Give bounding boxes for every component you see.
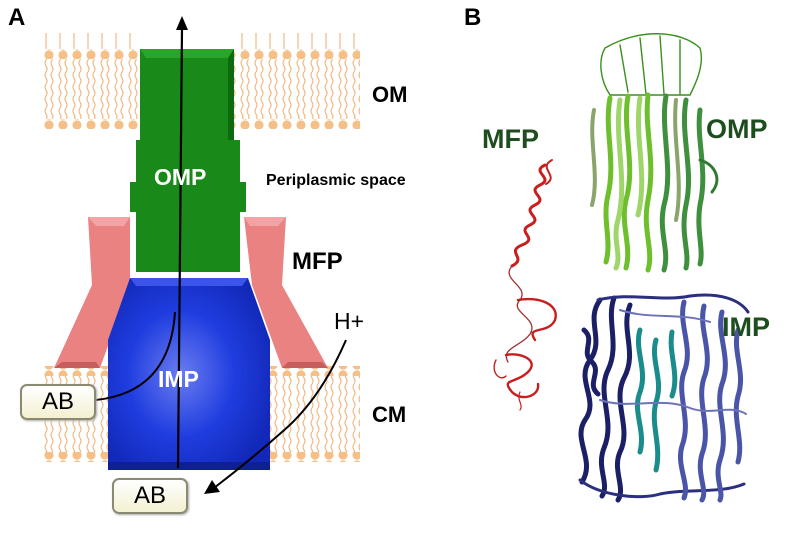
substrate-left-arrow <box>95 311 176 401</box>
mfp-left-shape <box>54 217 130 368</box>
omp-structure-label: OMP <box>706 114 768 144</box>
mfp-label: MFP <box>292 248 343 275</box>
efflux-arrow <box>176 16 188 469</box>
substrate-left-box: AB <box>20 384 96 420</box>
cm-label: CM <box>372 402 407 427</box>
panel-a-label: A <box>8 4 26 31</box>
imp-label: IMP <box>158 366 199 392</box>
imp-structure <box>578 293 750 503</box>
om-label: OM <box>372 82 408 107</box>
omp-structure <box>590 33 719 273</box>
proton-arrow <box>204 339 347 494</box>
periplasmic-space-label: Periplasmic space <box>266 172 406 189</box>
panel-b-label: B <box>464 4 482 31</box>
mfp-right-shape <box>244 217 328 368</box>
proton-label: H+ <box>334 308 365 334</box>
substrate-bottom-box: AB <box>112 478 188 514</box>
mfp-structure <box>493 159 557 411</box>
mfp-structure-label: MFP <box>482 124 539 154</box>
imp-shape <box>108 278 270 470</box>
imp-structure-label: IMP <box>722 312 771 342</box>
omp-shape <box>130 49 246 272</box>
omp-label: OMP <box>154 164 207 190</box>
